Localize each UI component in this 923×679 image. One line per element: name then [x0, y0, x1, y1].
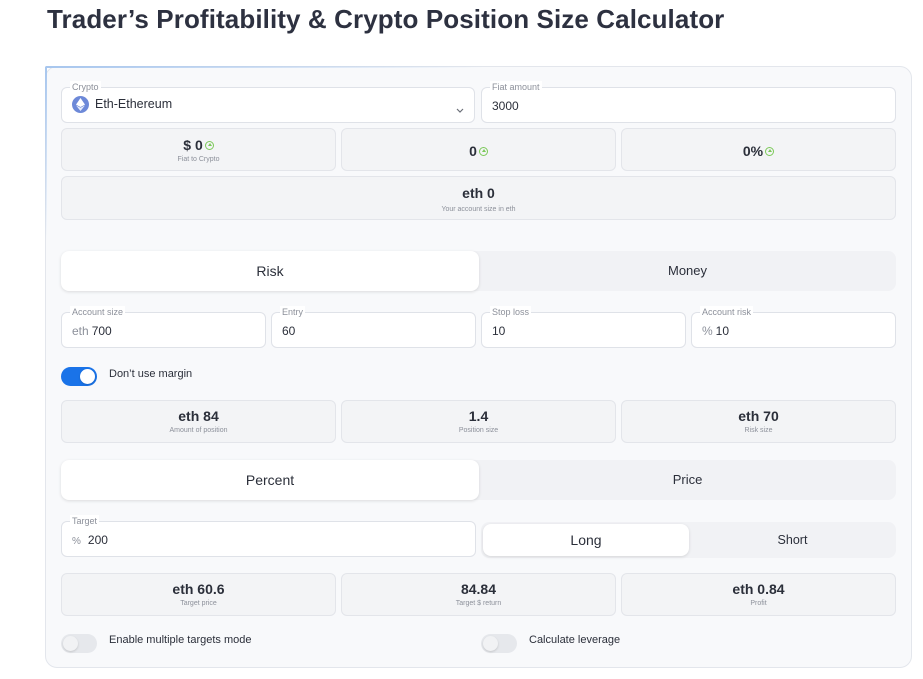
account-size-label: Account size: [70, 306, 126, 318]
target-return-label: Target $ return: [455, 600, 502, 607]
entry-field[interactable]: Entry 60: [271, 306, 476, 348]
tab-risk[interactable]: Risk: [61, 251, 479, 291]
account-eth-box: eth 0 Your account size in eth: [61, 176, 896, 220]
account-risk-value: 10: [715, 324, 730, 338]
target-mode-tabs: Percent Price: [61, 460, 896, 500]
conversion-percent-box: 0%: [621, 128, 896, 171]
target-price-label: Target price: [180, 600, 217, 607]
account-size-value: 700: [91, 324, 112, 338]
stop-loss-value: 10: [492, 324, 506, 338]
profit-box: eth 0.84 Profit: [621, 573, 896, 616]
fiat-to-crypto-label: Fiat to Crypto: [177, 156, 220, 163]
multiple-targets-label: Enable multiple targets mode: [109, 634, 252, 646]
profit-value: eth 0.84: [732, 581, 785, 597]
crypto-label: Crypto: [70, 81, 101, 93]
tab-long[interactable]: Long: [483, 524, 689, 556]
risk-size-label: Risk size: [744, 427, 773, 434]
fiat-to-crypto-box: $ 0 Fiat to Crypto: [61, 128, 336, 171]
crypto-value: Eth-Ethereum: [95, 97, 173, 111]
arrow-up-icon: [765, 147, 775, 156]
risk-size-value: eth 70: [738, 408, 779, 424]
page-title: Trader’s Profitability & Crypto Position…: [47, 4, 725, 34]
fiat-amount-field[interactable]: Fiat amount 3000: [481, 81, 896, 123]
position-size-box: 1.4 Position size: [341, 400, 616, 443]
toggle-knob: [80, 369, 95, 384]
leverage-toggle[interactable]: [481, 634, 517, 653]
amount-of-position-label: Amount of position: [169, 427, 228, 434]
amount-of-position-box: eth 84 Amount of position: [61, 400, 336, 443]
fiat-to-crypto-value: $ 0: [183, 137, 203, 153]
mode-tabs: Risk Money: [61, 251, 896, 291]
leverage-label: Calculate leverage: [529, 634, 621, 646]
target-price-value: eth 60.6: [172, 581, 225, 597]
target-return-value: 84.84: [460, 581, 497, 597]
target-value: 200: [87, 533, 108, 547]
toggle-knob: [483, 636, 498, 651]
entry-value: 60: [282, 324, 296, 338]
account-eth-value: eth 0: [462, 185, 495, 201]
target-price-box: eth 60.6 Target price: [61, 573, 336, 616]
arrow-up-icon: [478, 147, 488, 156]
amount-of-position-value: eth 84: [178, 408, 219, 424]
profit-label: Profit: [750, 600, 767, 607]
stop-loss-field[interactable]: Stop loss 10: [481, 306, 686, 348]
fiat-amount-label: Fiat amount: [490, 81, 542, 93]
position-size-value: 1.4: [468, 408, 489, 424]
account-size-field[interactable]: Account size eth 700: [61, 306, 266, 348]
chevron-down-icon[interactable]: [456, 101, 464, 119]
target-prefix: %: [72, 536, 81, 547]
account-eth-label: Your account size in eth: [441, 206, 516, 213]
conversion-count-box: 0: [341, 128, 616, 171]
margin-toggle[interactable]: [61, 367, 97, 386]
conversion-percent-value: 0%: [742, 143, 764, 159]
tab-percent[interactable]: Percent: [61, 460, 479, 500]
multiple-targets-toggle[interactable]: [61, 634, 97, 653]
calculator-card: Crypto Eth-Ethereum Fiat amount 3000 $ 0…: [45, 66, 912, 668]
account-risk-prefix: %: [702, 324, 713, 338]
conversion-count-value: 0: [469, 143, 477, 159]
target-label: Target: [70, 515, 100, 527]
margin-toggle-label: Don’t use margin: [109, 368, 193, 380]
entry-label: Entry: [280, 306, 306, 318]
account-risk-label: Account risk: [700, 306, 754, 318]
arrow-up-icon: [204, 141, 214, 150]
account-size-prefix: eth: [72, 324, 89, 338]
target-return-box: 84.84 Target $ return: [341, 573, 616, 616]
tab-short[interactable]: Short: [777, 533, 808, 547]
toggle-knob: [63, 636, 78, 651]
risk-size-box: eth 70 Risk size: [621, 400, 896, 443]
stop-loss-label: Stop loss: [490, 306, 532, 318]
tab-money[interactable]: Money: [667, 263, 708, 278]
fiat-amount-value: 3000: [492, 99, 519, 113]
ethereum-icon: [72, 96, 89, 113]
position-size-label: Position size: [458, 427, 499, 434]
target-field[interactable]: Target % 200: [61, 515, 476, 557]
tab-price[interactable]: Price: [672, 472, 703, 487]
account-risk-field[interactable]: Account risk % 10: [691, 306, 896, 348]
direction-tabs: Long Short: [481, 522, 896, 558]
crypto-select[interactable]: Crypto Eth-Ethereum: [61, 81, 475, 123]
